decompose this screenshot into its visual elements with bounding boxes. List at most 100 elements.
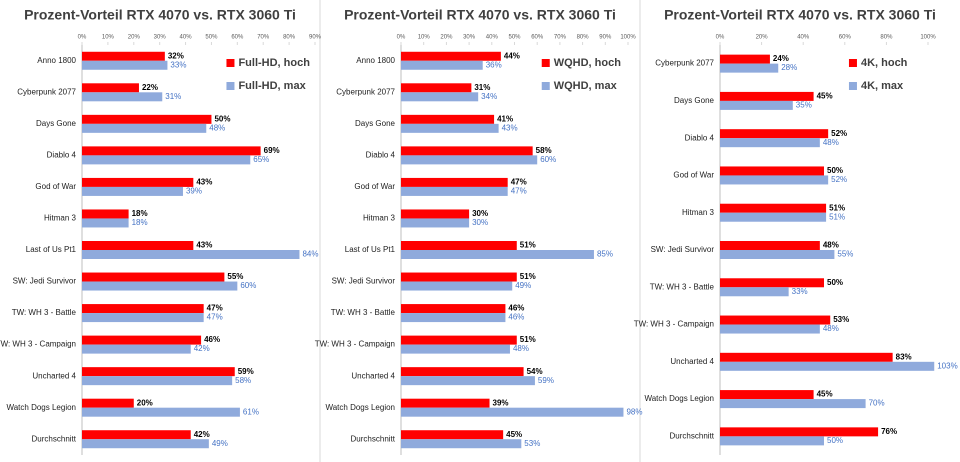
data-label: 59% [538, 376, 554, 385]
data-label: 98% [626, 407, 642, 416]
data-label: 30% [472, 218, 488, 227]
bar [401, 114, 495, 124]
category-label: Days Gone [36, 119, 77, 128]
bar [82, 407, 240, 417]
x-tick-label: 60% [839, 35, 852, 41]
bar [401, 439, 522, 449]
bar [82, 439, 209, 449]
bar [720, 427, 879, 437]
data-label: 48% [209, 123, 225, 132]
bar [720, 361, 935, 371]
chart-title: Prozent-Vorteil RTX 4070 vs. RTX 3060 Ti [344, 7, 616, 23]
legend-swatch [226, 82, 235, 90]
data-label: 45% [817, 92, 833, 101]
data-label: 31% [474, 83, 490, 92]
chart-title: Prozent-Vorteil RTX 4070 vs. RTX 3060 Ti [24, 7, 296, 23]
legend-label: 4K, hoch [861, 57, 908, 69]
bar [401, 218, 470, 228]
bar [82, 92, 163, 102]
bar [720, 54, 770, 64]
data-label: 58% [536, 146, 552, 155]
x-tick-label: 20% [756, 35, 769, 41]
category-label: TW: WH 3 - Battle [650, 282, 715, 291]
data-label: 60% [240, 281, 256, 290]
data-label: 53% [524, 439, 540, 448]
bar [401, 272, 517, 282]
x-tick-label: 30% [154, 35, 167, 41]
category-label: God of War [354, 182, 395, 191]
data-label: 46% [508, 304, 524, 313]
category-label: Days Gone [674, 96, 715, 105]
x-tick-label: 70% [257, 35, 270, 41]
bar [82, 114, 212, 124]
x-tick-label: 30% [463, 35, 476, 41]
bar [720, 138, 820, 148]
data-label: 49% [212, 439, 228, 448]
data-label: 47% [511, 178, 527, 187]
data-label: 39% [186, 187, 202, 196]
bar [82, 155, 251, 165]
category-label: Cyberpunk 2077 [655, 59, 714, 68]
data-label: 45% [817, 390, 833, 399]
x-tick-label: 100% [920, 35, 936, 41]
data-label: 18% [132, 218, 148, 227]
data-label: 48% [823, 241, 839, 250]
data-label: 24% [773, 54, 789, 63]
bar [720, 129, 829, 139]
data-label: 44% [504, 51, 520, 60]
data-label: 103% [937, 361, 957, 370]
data-label: 18% [132, 209, 148, 218]
bar [82, 218, 129, 228]
bar [401, 367, 524, 377]
category-label: Uncharted 4 [32, 371, 76, 380]
data-label: 41% [497, 114, 513, 123]
data-label: 43% [502, 123, 518, 132]
data-label: 42% [194, 344, 210, 353]
x-tick-label: 10% [102, 35, 115, 41]
bar [401, 51, 501, 61]
data-label: 33% [792, 287, 808, 296]
bar [82, 60, 168, 70]
bar [401, 335, 517, 345]
data-label: 50% [827, 278, 843, 287]
x-tick-label: 100% [620, 35, 636, 41]
data-label: 60% [540, 155, 556, 164]
bar [401, 146, 533, 156]
bar [720, 324, 820, 334]
data-label: 49% [515, 281, 531, 290]
bar [401, 92, 479, 102]
data-label: 43% [196, 178, 212, 187]
legend-label: Full-HD, max [238, 80, 306, 92]
bar [82, 83, 139, 93]
data-label: 39% [493, 398, 509, 407]
bar [720, 212, 827, 222]
category-label: Diablo 4 [366, 150, 396, 159]
data-label: 51% [829, 203, 845, 212]
bar [720, 278, 824, 288]
data-label: 36% [486, 60, 502, 69]
bar [720, 100, 793, 110]
data-label: 85% [597, 250, 613, 259]
bar [82, 376, 233, 386]
data-label: 47% [207, 304, 223, 313]
bar [82, 241, 194, 250]
data-label: 65% [253, 155, 269, 164]
data-label: 52% [831, 175, 847, 184]
category-label: Uncharted 4 [670, 357, 714, 366]
bar [401, 281, 513, 291]
category-label: TW: WH 3 - Campaign [0, 340, 76, 349]
category-label: SW: Jedi Survivor [651, 245, 715, 254]
bar [720, 175, 829, 185]
legend-swatch [541, 82, 550, 90]
category-label: Diablo 4 [685, 133, 715, 142]
data-label: 32% [168, 51, 184, 60]
x-tick-label: 0% [397, 35, 406, 41]
data-label: 58% [235, 376, 251, 385]
data-label: 47% [511, 187, 527, 196]
x-tick-label: 60% [531, 35, 544, 41]
category-label: Durchschnitt [351, 434, 396, 443]
bar [401, 407, 624, 417]
data-label: 30% [472, 209, 488, 218]
x-tick-label: 80% [577, 35, 590, 41]
bar [401, 304, 506, 314]
